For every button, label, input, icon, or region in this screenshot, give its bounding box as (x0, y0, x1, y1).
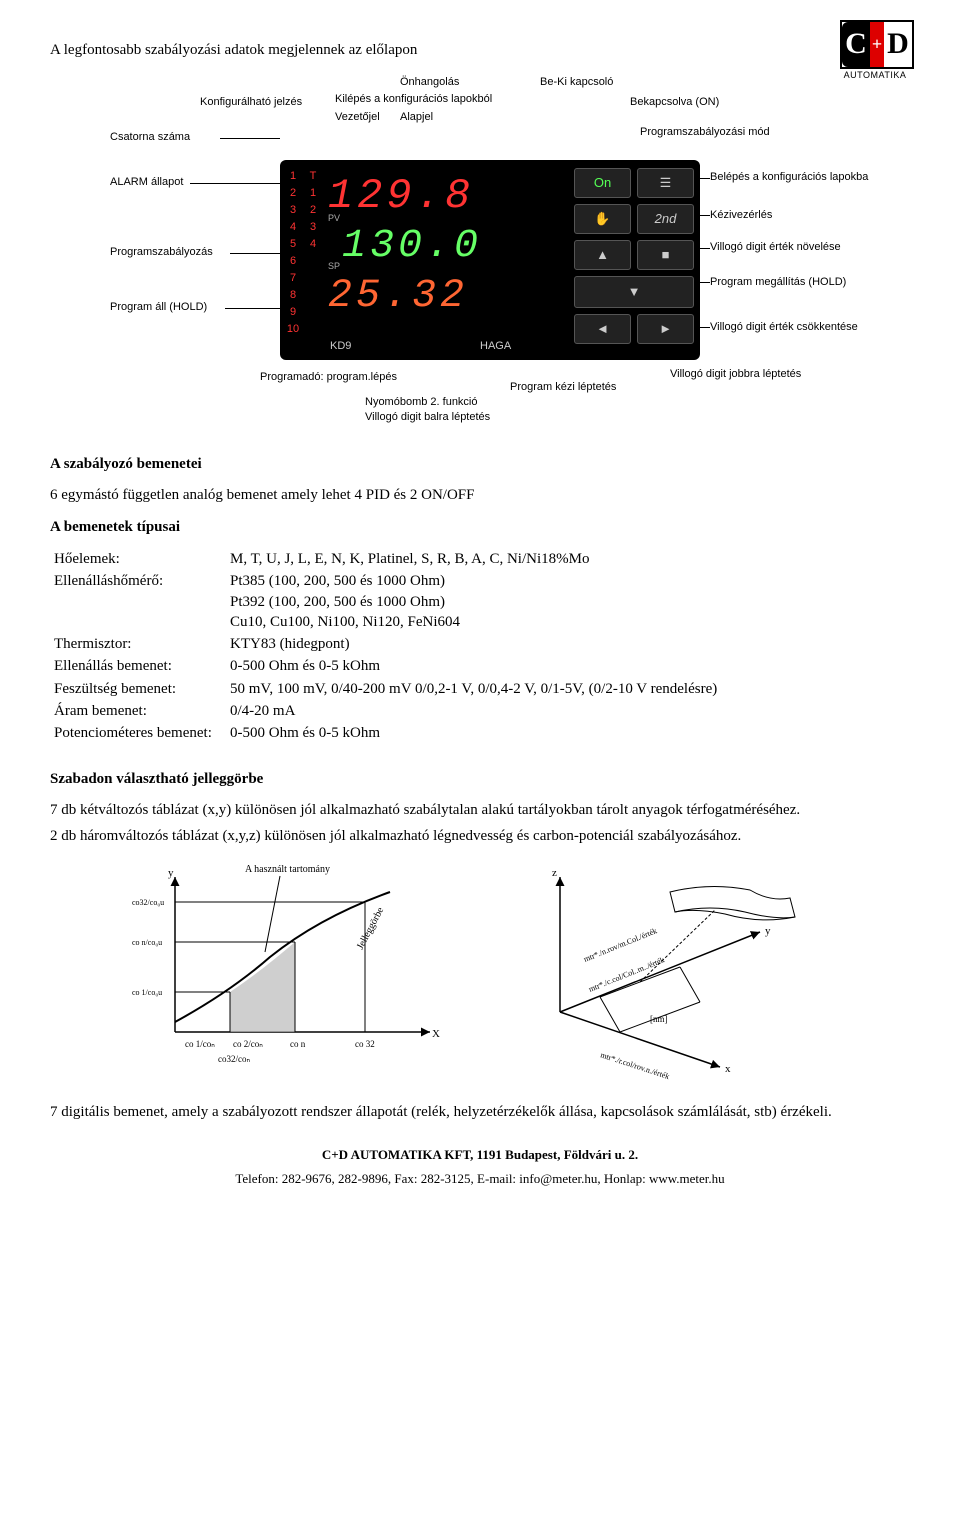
pv-display: 129.8 (328, 168, 474, 225)
section-inputs-sub2: A bemenetek típusai (50, 517, 910, 537)
callout-beki: Be-Ki kapcsoló (540, 75, 613, 90)
svg-text:[nm]: [nm] (650, 1014, 668, 1024)
input-label: Hőelemek: (52, 549, 226, 569)
section-inputs-title: A szabályozó bemenetei (50, 454, 910, 474)
callout-kilepes: Kilépés a konfigurációs lapokból (335, 92, 492, 107)
table-row: Feszültség bemenet:50 mV, 100 mV, 0/40-2… (52, 679, 908, 699)
callout-programmod: Programszabályozási mód (640, 125, 770, 140)
svg-text:x: x (725, 1063, 731, 1075)
input-value: 50 mV, 100 mV, 0/40-200 mV 0/0,2-1 V, 0/… (228, 679, 908, 699)
callout-konfig-jelzes: Konfigurálható jelzés (200, 95, 302, 110)
brand-label: HAGA (480, 339, 511, 354)
aux-display: 25.32 (328, 270, 468, 324)
led-column-1: 1 2 3 4 5 6 7 8 9 10 (286, 168, 300, 338)
svg-text:co 1/co₀u: co 1/co₀u (132, 988, 162, 997)
input-label: Ellenállás bemenet: (52, 656, 226, 676)
section-curve-title: Szabadon választható jelleggörbe (50, 769, 910, 789)
svg-text:mtr*./r.col/rov.n./érték: mtr*./r.col/rov.n./érték (599, 1050, 670, 1081)
table-row: Thermisztor:KTY83 (hidegpont) (52, 634, 908, 654)
callout-digit-right: Villogó digit jobbra léptetés (670, 367, 801, 382)
footer-line-1: C+D AUTOMATIKA KFT, 1191 Budapest, Földv… (50, 1146, 910, 1164)
brand-logo: C + D AUTOMATIKA (840, 20, 910, 81)
axis-y-label: y (168, 867, 174, 879)
up-button[interactable]: ▲ (574, 240, 631, 270)
logo-d-letter: D (884, 22, 912, 67)
pv-label: PV (328, 212, 340, 224)
svg-text:z: z (552, 867, 557, 879)
input-value: M, T, U, J, L, E, N, K, Platinel, S, R, … (228, 549, 908, 569)
svg-text:co32/co₀u: co32/co₀u (132, 898, 164, 907)
right-button[interactable]: ► (637, 314, 694, 344)
input-value: Pt385 (100, 200, 500 és 1000 Ohm) Pt392 … (228, 571, 908, 632)
axis-x-label: X (432, 1028, 440, 1040)
section-digital-inputs: 7 digitális bemenet, amely a szabályozot… (50, 1102, 910, 1122)
input-value: KTY83 (hidegpont) (228, 634, 908, 654)
callout-programado: Programadó: program.lépés (260, 370, 397, 385)
svg-text:co32/coₙ: co32/coₙ (218, 1054, 250, 1064)
input-label: Feszültség bemenet: (52, 679, 226, 699)
logo-subtitle: AUTOMATIKA (840, 69, 910, 81)
input-label: Thermisztor: (52, 634, 226, 654)
second-button[interactable]: 2nd (637, 204, 694, 234)
led-column-t: T 1 2 3 4 (306, 168, 320, 253)
callout-nyomobomb: Nyomóbomb 2. funkció Villogó digit balra… (365, 395, 490, 425)
left-button[interactable]: ◄ (574, 314, 631, 344)
callout-csatorna: Csatorna száma (110, 130, 190, 145)
callout-digit-down: Villogó digit érték csökkentése (710, 320, 858, 335)
input-value: 0-500 Ohm és 0-5 kOhm (228, 656, 908, 676)
input-label: Potenciométeres bemenet: (52, 723, 226, 743)
callout-digit-up: Villogó digit érték növelése (710, 240, 841, 255)
callout-alarm: ALARM állapot (110, 175, 183, 190)
svg-text:mtr*./n.rov/m.Col./érték: mtr*./n.rov/m.Col./érték (582, 926, 658, 964)
callout-onhangolas: Önhangolás (400, 75, 459, 90)
svg-text:co n/co₀u: co n/co₀u (132, 938, 162, 947)
callout-hold: Program megállítás (HOLD) (710, 275, 846, 290)
table-row: Hőelemek:M, T, U, J, L, E, N, K, Platine… (52, 549, 908, 569)
callout-vezetojel: Vezetőjel (335, 110, 380, 125)
inputs-table: Hőelemek:M, T, U, J, L, E, N, K, Platine… (50, 547, 910, 745)
diagram-3d: z y x mtr*./n.rov/m.Col./érték mtr*./c.c… (490, 862, 830, 1082)
sp-display: 130.0 (342, 220, 482, 274)
footer-line-2: Telefon: 282-9676, 282-9896, Fax: 282-31… (50, 1170, 910, 1188)
hand-button[interactable]: ✋ (574, 204, 631, 234)
down-button[interactable]: ▼ (574, 276, 694, 308)
diagram-2d: y X A használt tartomány Jelleggörbe co … (130, 862, 450, 1082)
input-value: 0-500 Ohm és 0-5 kOhm (228, 723, 908, 743)
callout-belepes: Belépés a konfigurációs lapokba (710, 170, 868, 185)
callout-program-hold: Program áll (HOLD) (110, 300, 207, 315)
hold-button[interactable]: ■ (637, 240, 694, 270)
svg-text:co n: co n (290, 1039, 306, 1049)
on-button[interactable]: On (574, 168, 631, 198)
controller-figure: Csatorna száma ALARM állapot Programszab… (110, 70, 850, 430)
callout-bekapcsolva: Bekapcsolva (ON) (630, 95, 719, 110)
table-row: Ellenállás bemenet:0-500 Ohm és 0-5 kOhm (52, 656, 908, 676)
input-value: 0/4-20 mA (228, 701, 908, 721)
table-row: Ellenálláshőmérő:Pt385 (100, 200, 500 és… (52, 571, 908, 632)
callout-programszab: Programszabályozás (110, 245, 213, 260)
logo-plus: + (870, 22, 884, 67)
callout-alapjel: Alapjel (400, 110, 433, 125)
page-title: A legfontosabb szabályozási adatok megje… (50, 40, 910, 60)
svg-text:co 1/coₙ: co 1/coₙ (185, 1039, 215, 1049)
curve-label: Jelleggörbe (355, 905, 387, 951)
table-row: Potenciométeres bemenet:0-500 Ohm és 0-5… (52, 723, 908, 743)
section-curve-p2: 2 db háromváltozós táblázat (x,y,z) külö… (50, 826, 910, 846)
button-grid: On ☰ ✋ 2nd ▲ ■ ▼ ◄ ► (574, 168, 694, 344)
diagrams-row: y X A használt tartomány Jelleggörbe co … (50, 862, 910, 1082)
logo-c-letter: C (842, 22, 870, 67)
table-row: Áram bemenet:0/4-20 mA (52, 701, 908, 721)
section-inputs-sub: 6 egymástó független analóg bemenet amel… (50, 485, 910, 505)
svg-text:co 32: co 32 (355, 1039, 375, 1049)
controller-panel: 1 2 3 4 5 6 7 8 9 10 T 1 2 3 4 129.8 PV … (280, 160, 700, 360)
callout-kezi: Kézivezérlés (710, 208, 772, 223)
model-label: KD9 (330, 339, 351, 354)
input-label: Áram bemenet: (52, 701, 226, 721)
input-label: Ellenálláshőmérő: (52, 571, 226, 632)
svg-text:co 2/coₙ: co 2/coₙ (233, 1039, 263, 1049)
section-curve-p1: 7 db kétváltozós táblázat (x,y) különöse… (50, 800, 910, 820)
svg-text:y: y (765, 925, 771, 937)
menu-button[interactable]: ☰ (637, 168, 694, 198)
callout-program-kezi: Program kézi léptetés (510, 380, 616, 395)
range-label: A használt tartomány (245, 864, 330, 875)
